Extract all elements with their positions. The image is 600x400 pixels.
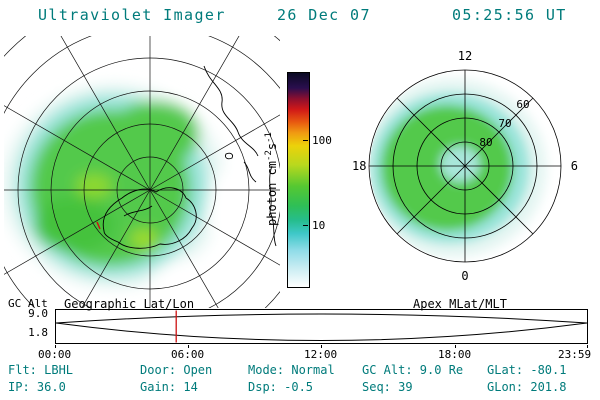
mlt-label-12: 12 [458,49,472,63]
colorbar-label: photon cm-2s-1 [264,72,280,286]
colorbar-tickmark-10 [303,225,308,226]
altitude-curve-plot [55,310,588,343]
header-instrument-title: Ultraviolet Imager [38,6,226,24]
status-gc-alt: GC Alt: 9.0 Re [362,363,464,377]
status-mode: Mode: Normal [248,363,335,377]
mlat-label-70: 70 [498,117,511,130]
x-tick-1200 [321,345,322,348]
status-filter: Flt: LBHL [8,363,74,377]
y-min-label: 1.8 [28,326,48,339]
mlt-label-18: 18 [352,159,366,173]
colorbar-label-sup2: -1 [264,132,274,143]
x-tick-0000 [55,345,56,348]
y-max-label: 9.0 [28,307,48,320]
status-seq: Seq: 39 [362,380,413,394]
colorbar-label-mid: s [265,142,279,151]
colorbar-label-prefix: photon cm [265,160,279,226]
timeline-box [55,309,588,344]
status-glat: GLat: -80.1 [487,363,567,377]
xtick-label-1200: 12:00 [304,348,338,361]
x-tick-2359 [587,345,588,348]
coastlines [102,65,277,249]
aurora-image-geo [4,84,280,308]
x-tick-0600 [188,345,189,348]
geo-panel-label: Geographic Lat/Lon [64,297,195,311]
colorbar-label-sup1: -2 [264,150,274,161]
altitude-curve-lower [55,322,588,341]
colorbar-tickmark-100 [303,140,308,141]
header-date: 26 Dec 07 [277,6,371,24]
mlt-label-0: 0 [461,269,468,283]
apex-polar-plot: 12 6 18 0 60 70 80 [352,49,578,283]
x-tick-1800 [455,345,456,348]
geographic-map [4,36,280,308]
apex-panel-label: Apex MLat/MLT [413,297,507,311]
xtick-label-1800: 18:00 [438,348,472,361]
mlat-label-80: 80 [479,136,492,149]
status-ip: IP: 36.0 [8,380,66,394]
xtick-label-0600: 06:00 [171,348,205,361]
xtick-label-2359: 23:59 [558,348,592,361]
mlt-label-6: 6 [571,159,578,173]
mlt-spokes [369,70,561,262]
colorbar-tick-10: 10 [312,219,326,232]
colorbar-gradient [287,72,310,288]
header-time: 05:25:56 UT [452,6,567,24]
status-gain: Gain: 14 [140,380,198,394]
mlat-label-60: 60 [516,98,529,111]
status-door: Door: Open [140,363,213,377]
aurora-image-apex [370,78,547,258]
status-glon: GLon: 201.8 [487,380,567,394]
gc-alt-axis-title: GC Alt [8,297,48,310]
xtick-label-0000: 00:00 [38,348,72,361]
altitude-curve-upper [55,313,588,324]
geo-graticule [4,36,280,308]
footprint-marker [96,221,101,230]
status-dsp: Dsp: -0.5 [248,380,314,394]
colorbar-tick-100: 100 [312,134,332,147]
